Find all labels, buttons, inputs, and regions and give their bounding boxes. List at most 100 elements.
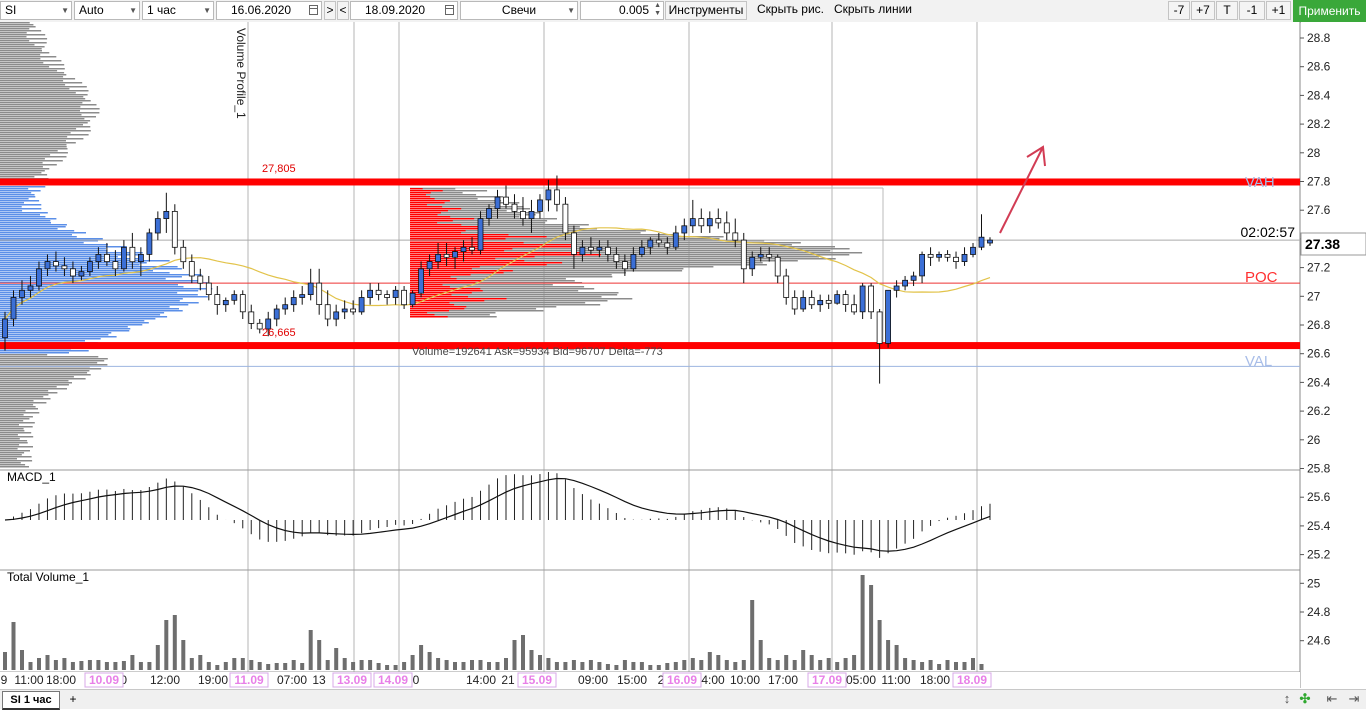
candle[interactable]: [154, 211, 161, 241]
candle[interactable]: [70, 261, 76, 284]
candle[interactable]: [520, 197, 526, 226]
candle[interactable]: [36, 261, 42, 291]
add-tab-button[interactable]: +: [66, 693, 80, 706]
candle[interactable]: [834, 290, 841, 305]
candle[interactable]: [188, 254, 195, 284]
candle[interactable]: [808, 290, 815, 309]
calendar-icon[interactable]: [309, 5, 318, 15]
candle[interactable]: [316, 268, 323, 315]
scroll-left-icon[interactable]: ⇤: [1326, 691, 1338, 706]
candle[interactable]: [384, 290, 391, 305]
candle[interactable]: [299, 286, 306, 305]
candle[interactable]: [469, 237, 475, 255]
candle[interactable]: [197, 268, 204, 291]
candle[interactable]: [588, 237, 594, 255]
price-axis[interactable]: 28.828.628.428.22827.827.627.427.22726.8…: [1300, 22, 1366, 688]
candle[interactable]: [443, 242, 450, 266]
candle[interactable]: [19, 280, 25, 305]
step-field[interactable]: 0.005 ▲ ▼: [580, 1, 664, 20]
candle[interactable]: [392, 286, 399, 305]
candle[interactable]: [503, 185, 509, 209]
candle[interactable]: [350, 300, 357, 315]
candle[interactable]: [10, 290, 17, 327]
candle[interactable]: [902, 275, 908, 291]
candle[interactable]: [698, 208, 705, 233]
candle[interactable]: [842, 290, 849, 312]
candle[interactable]: [358, 290, 365, 315]
candle[interactable]: [435, 242, 442, 269]
candle[interactable]: [817, 294, 824, 312]
candle[interactable]: [418, 261, 425, 298]
candle[interactable]: [341, 300, 348, 320]
next-period-button[interactable]: >: [324, 1, 336, 20]
candle[interactable]: [859, 283, 866, 320]
chart-style-select[interactable]: Свечи ▼: [460, 1, 578, 20]
candle[interactable]: [290, 290, 297, 312]
candle[interactable]: [910, 271, 917, 287]
candle[interactable]: [452, 247, 458, 269]
candle[interactable]: [876, 308, 883, 384]
fit-screen-icon[interactable]: ✣: [1299, 691, 1311, 706]
candle[interactable]: [893, 280, 900, 298]
candle[interactable]: [146, 228, 153, 262]
candle[interactable]: [27, 275, 34, 298]
candle[interactable]: [622, 254, 628, 276]
candle[interactable]: [987, 237, 993, 246]
candle[interactable]: [851, 294, 857, 315]
candle[interactable]: [53, 251, 59, 272]
candle[interactable]: [732, 218, 739, 248]
candle[interactable]: [774, 254, 781, 284]
candle[interactable]: [477, 211, 484, 255]
candle[interactable]: [528, 199, 535, 233]
arrow-drawing[interactable]: [999, 145, 1046, 234]
timeframe-select[interactable]: 1 час ▼: [142, 1, 214, 20]
candle[interactable]: [936, 251, 942, 262]
level-high-line[interactable]: [0, 178, 1300, 186]
candle[interactable]: [944, 250, 951, 262]
candle[interactable]: [494, 189, 501, 219]
candle[interactable]: [2, 311, 8, 351]
candle[interactable]: [825, 294, 832, 309]
candle[interactable]: [256, 319, 263, 334]
candle[interactable]: [486, 204, 492, 226]
candle[interactable]: [740, 232, 747, 284]
candle[interactable]: [231, 290, 238, 305]
candle[interactable]: [749, 251, 756, 276]
candle[interactable]: [367, 283, 374, 305]
candle[interactable]: [324, 290, 331, 327]
candle[interactable]: [87, 257, 93, 276]
candle[interactable]: [511, 194, 518, 219]
candle[interactable]: [214, 286, 221, 315]
candle[interactable]: [180, 240, 187, 269]
candle[interactable]: [571, 225, 577, 269]
candle[interactable]: [681, 218, 688, 241]
arrow-shaft[interactable]: [999, 146, 1044, 234]
candle[interactable]: [537, 194, 543, 219]
scroll-right-icon[interactable]: ⇥: [1348, 691, 1360, 706]
shift-plus-7-button[interactable]: +7: [1191, 1, 1215, 20]
shift-minus-7-button[interactable]: -7: [1168, 1, 1190, 20]
today-button[interactable]: T: [1216, 1, 1238, 20]
chart-tab[interactable]: SI 1 час: [2, 691, 60, 710]
candle[interactable]: [95, 247, 102, 269]
shift-minus-1-button[interactable]: -1: [1239, 1, 1265, 20]
candle[interactable]: [112, 250, 119, 276]
prev-period-button[interactable]: <: [337, 1, 349, 20]
candle[interactable]: [647, 237, 654, 255]
candle[interactable]: [800, 290, 807, 312]
candle[interactable]: [919, 251, 925, 284]
candle[interactable]: [554, 175, 560, 212]
candle[interactable]: [265, 311, 272, 337]
candle[interactable]: [978, 214, 985, 251]
candle[interactable]: [248, 304, 255, 330]
scale-select[interactable]: Auto ▼: [74, 1, 140, 20]
candle[interactable]: [129, 232, 136, 269]
candle[interactable]: [927, 247, 934, 266]
candle[interactable]: [307, 268, 314, 301]
candle[interactable]: [273, 304, 280, 327]
candle[interactable]: [171, 204, 178, 255]
candle[interactable]: [222, 297, 229, 312]
candle[interactable]: [791, 290, 798, 315]
candle[interactable]: [163, 192, 170, 233]
